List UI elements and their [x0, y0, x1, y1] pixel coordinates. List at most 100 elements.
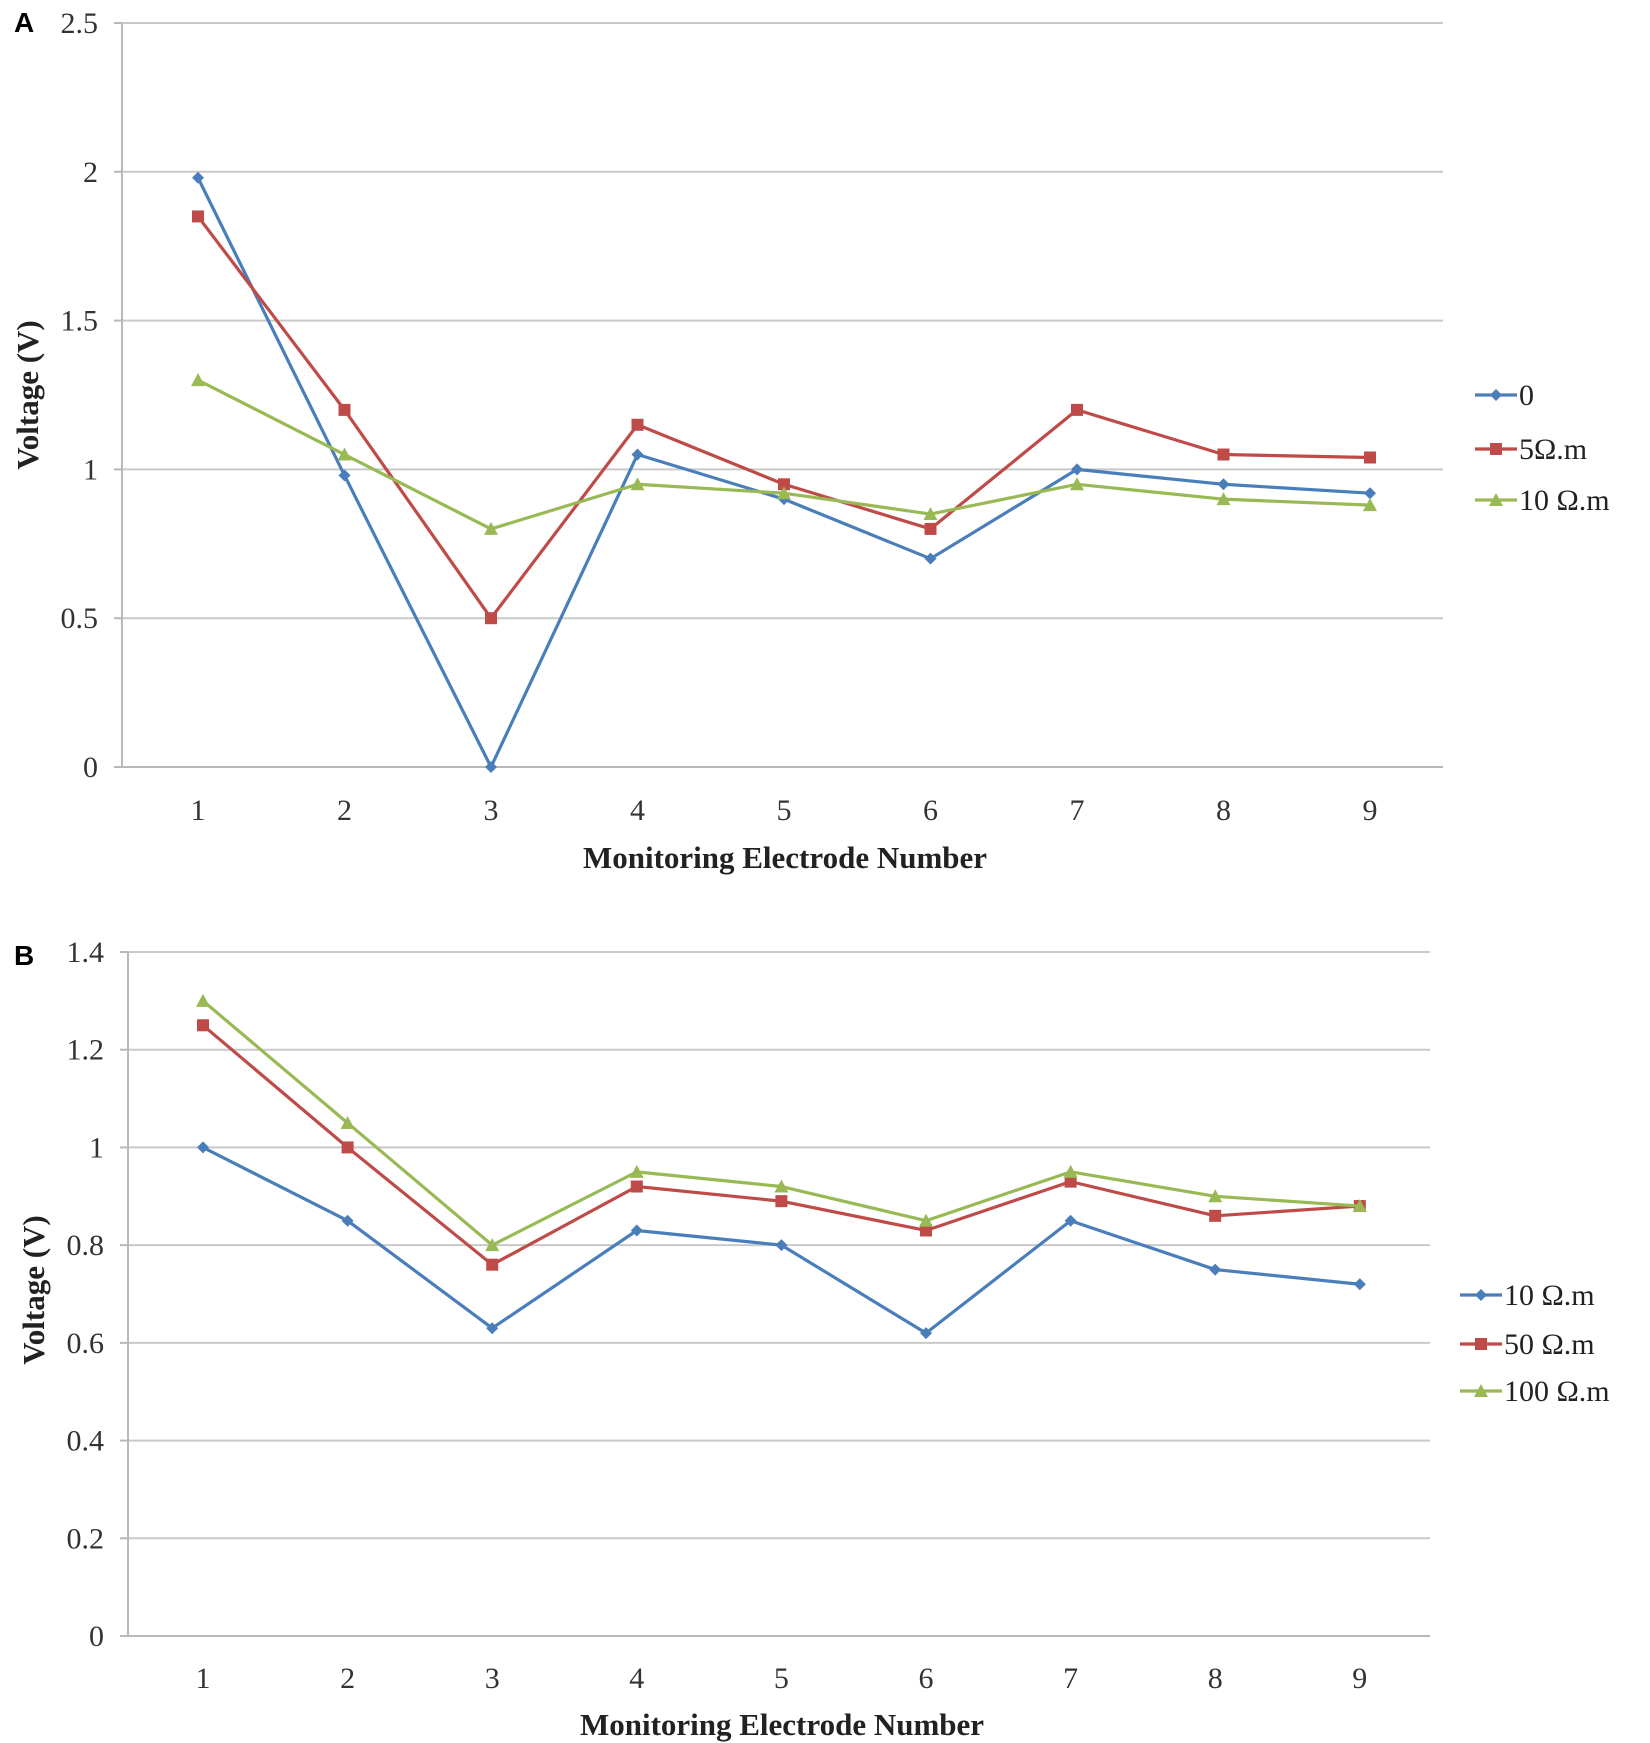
panel-b-y-tick-label: 1.2: [67, 1034, 105, 1067]
panel-a-label: A: [14, 7, 34, 38]
panel-a-data-point: [192, 210, 204, 223]
panel-a-x-tick-label: 3: [484, 794, 499, 827]
panel-a-data-point: [485, 761, 497, 773]
panel-b-legend-label-2: 100 Ω.m: [1504, 1375, 1610, 1408]
panel-b-data-point: [630, 1224, 643, 1237]
panel-a-x-tick-label: 4: [630, 794, 645, 827]
panel-b-data-point: [1064, 1175, 1077, 1188]
panel-a-data-point: [777, 486, 791, 500]
panel-b-x-tick-label: 4: [629, 1662, 644, 1695]
panel-b-data-point: [485, 1238, 500, 1252]
panel-b-data-point: [775, 1195, 788, 1208]
panel-b-series: [196, 993, 1367, 1340]
panel-a-legend-marker-0: [1490, 389, 1502, 401]
panel-a-data-point: [631, 418, 644, 431]
panel-b-x-tick-label: 2: [340, 1662, 355, 1695]
panel-b-legend: 10 Ω.m 50 Ω.m 100 Ω.m: [1460, 1279, 1610, 1408]
panel-b-y-tick-label: 0.4: [67, 1425, 105, 1458]
panel-b-x-tick-label: 5: [774, 1662, 789, 1695]
panel-b-legend-marker-0: [1475, 1289, 1487, 1301]
panel-b-data-point: [630, 1180, 643, 1193]
panel-b-data-point: [486, 1322, 499, 1335]
panel-b-data-point: [920, 1327, 932, 1340]
panel-b-data-point: [1209, 1209, 1222, 1222]
panel-b-x-tick-label: 8: [1208, 1662, 1223, 1695]
panel-a-x-tick-label: 9: [1363, 794, 1378, 827]
panel-a-data-point: [484, 521, 498, 535]
panel-a-series: [191, 171, 1377, 773]
panel-b-data-point: [196, 993, 210, 1007]
panel-b-data-point: [775, 1239, 788, 1252]
panel-a-y-tick-label: 0.5: [61, 602, 99, 635]
panel-a-y-axis-title: Voltage (V): [10, 320, 45, 470]
panel-b-x-ticks: 1 2 3 4 5 6 7 8 9: [196, 1662, 1368, 1695]
panel-b-y-tick-label: 0.6: [67, 1327, 105, 1360]
panel-a-data-point: [1071, 403, 1083, 416]
panel-b-y-tick-label: 0.8: [67, 1229, 105, 1262]
panel-b-legend-label-1: 50 Ω.m: [1504, 1328, 1595, 1361]
panel-a-data-point: [923, 507, 938, 521]
panel-b-data-point: [1208, 1189, 1223, 1203]
panel-a-data-point: [1364, 487, 1376, 500]
panel-a-legend-label-1: 5Ω.m: [1519, 433, 1587, 466]
panel-b-legend-marker-1: [1475, 1338, 1487, 1350]
panel-a-y-tick-label: 2: [83, 156, 98, 189]
panel-b-data-point: [629, 1164, 644, 1178]
panel-b-y-tick-label: 1.4: [67, 936, 105, 969]
panel-a-data-point: [485, 612, 497, 625]
panel-b-data-point: [486, 1258, 499, 1271]
panel-a-data-point: [337, 447, 352, 461]
panel-b-data-point: [1064, 1214, 1077, 1227]
panel-b-data-point: [919, 1213, 933, 1227]
panel-a-y-tick-label: 1: [83, 453, 98, 486]
panel-a-legend-label-2: 10 Ω.m: [1519, 484, 1610, 517]
panel-a-x-tick-label: 7: [1070, 794, 1085, 827]
panel-a-data-point: [1070, 477, 1084, 491]
panel-a-y-tick-label: 0: [83, 751, 98, 784]
panel-b-y-ticks: 0 0.2 0.4 0.6 0.8 1 1.2 1.4: [67, 936, 105, 1653]
panel-a-data-point: [778, 478, 790, 491]
panel-b-legend-marker-2: [1474, 1384, 1488, 1397]
panel-b-x-tick-label: 7: [1063, 1662, 1078, 1695]
panel-a-data-point: [1217, 478, 1230, 491]
panel-b-y-tick-label: 1: [89, 1131, 104, 1164]
panel-a-data-point: [924, 522, 937, 535]
panel-a-data-point: [630, 477, 645, 491]
panel-a-x-axis-title: Monitoring Electrode Number: [583, 840, 987, 875]
panel-b-legend-label-0: 10 Ω.m: [1504, 1279, 1595, 1312]
panel-a-x-tick-label: 8: [1216, 794, 1231, 827]
panel-a-x-tick-label: 6: [923, 794, 938, 827]
panel-a-x-tick-label: 5: [777, 794, 792, 827]
panel-a-data-point: [1364, 451, 1376, 464]
panel-b-x-tick-label: 9: [1352, 1662, 1367, 1695]
panel-a-data-point: [191, 373, 205, 387]
panel-b-x-tick-label: 6: [919, 1662, 934, 1695]
panel-b-x-axis-title: Monitoring Electrode Number: [580, 1707, 984, 1742]
panel-b-x-tick-label: 3: [485, 1662, 500, 1695]
panel-b: B 0 0.2 0.4 0.6 0.8 1 1.2 1.4 1 2 3 4 5 6 7 8 9 Monitor…: [14, 936, 1610, 1742]
panel-b-data-point: [341, 1214, 354, 1227]
panel-a-y-tick-label: 2.5: [61, 7, 99, 40]
panel-b-data-point: [1352, 1199, 1367, 1213]
panel-a-x-tick-label: 2: [337, 794, 352, 827]
panel-a-legend-marker-1: [1490, 443, 1502, 455]
panel-a-legend-label-0: 0: [1519, 379, 1534, 412]
panel-b-data-point: [197, 1019, 209, 1032]
panel-a-series-line-1: [196, 215, 1371, 620]
panel-a-y-tick-label: 1.5: [61, 305, 99, 338]
panel-b-x-tick-label: 1: [196, 1662, 211, 1695]
panel-a-data-point: [338, 403, 351, 416]
panel-a-data-point: [1217, 448, 1230, 461]
panel-a-data-point: [338, 469, 351, 482]
panel-b-data-point: [197, 1141, 209, 1154]
panel-a-y-ticks: 0 0.5 1 1.5 2 2.5: [61, 7, 99, 784]
panel-a: A 0 0.5 1 1.5 2 2.5 1 2 3 4 5 6 7 8 9 Monitoring Elec…: [10, 7, 1610, 875]
panel-a-data-point: [1071, 463, 1083, 476]
panel-b-data-point: [920, 1224, 932, 1237]
panel-a-data-point: [1216, 492, 1231, 506]
panel-b-data-point: [1209, 1263, 1222, 1276]
panel-b-axes: [120, 951, 1430, 1637]
panel-a-x-ticks: 1 2 3 4 5 6 7 8 9: [191, 794, 1378, 827]
panel-b-series-line-1: [201, 1024, 1360, 1267]
